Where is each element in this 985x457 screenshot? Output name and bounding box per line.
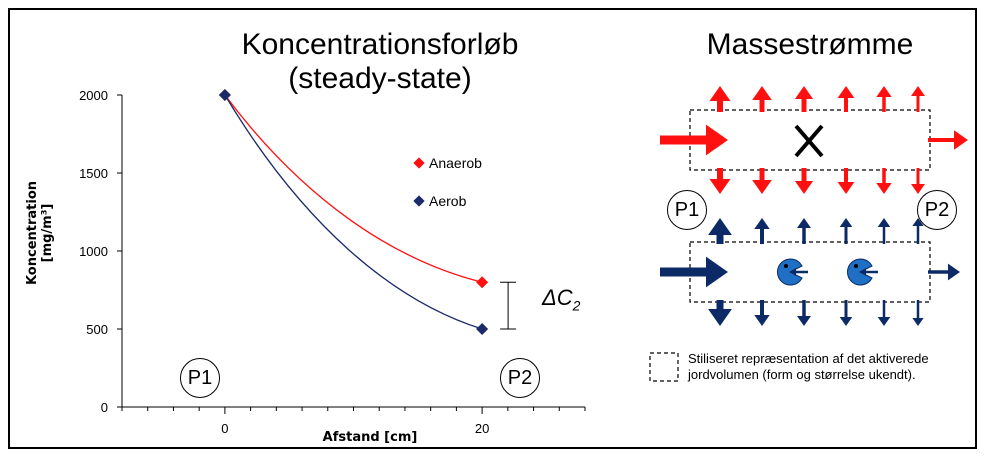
flow-arrow-icon [794,181,814,194]
flow-arrow-icon [876,86,892,97]
flow-arrow-icon [708,218,732,235]
flow-arrows [660,86,968,326]
y-tick-label: 1000 [79,244,108,259]
flow-arrow-icon [752,180,772,194]
flow-arrow-icon [797,218,811,228]
no-degradation-x-icon [794,124,824,158]
volume-note: Stiliseret repræsentation af det aktiver… [688,351,929,382]
flow-arrow-icon [709,86,731,101]
mass-flow-title: Massestrømme [706,28,914,61]
flow-arrow-icon [709,179,731,194]
delta-c-subscript: 2 [572,297,581,314]
bacteria-icon [846,258,878,286]
bacteria-icon [776,258,808,286]
flow-arrow-icon [754,315,770,326]
flow-arrow-icon [706,124,728,156]
series-line-aerob [224,94,483,330]
mass-flow-diagram [649,86,968,382]
flow-arrow-icon [797,316,811,326]
chart-axes: 0 500 1000 1500 2000 0 20 [79,88,586,436]
chart-title-line1: Koncentrationsforløb [241,28,519,61]
chart-title: Koncentrationsforløb (steady-state) [190,28,570,96]
flow-arrow-icon [876,183,892,194]
legend: Anaerob Aerob [413,153,482,211]
flow-arrow-icon [912,218,924,226]
x-axis-label: Afstand [cm] [322,430,418,445]
chart-series [218,89,489,335]
legend-label-aerob: Aerob [429,193,467,209]
chart-p2-label: P2 [500,358,540,398]
data-point-aerob [476,323,489,335]
flow-arrow-icon [754,218,770,229]
y-tick-label: 1500 [79,166,108,181]
delta-c-text: ΔC [542,285,573,310]
flow-p2-label: P2 [917,190,957,230]
data-point-anaerob [476,276,489,289]
flow-arrow-icon [877,218,891,227]
flow-arrow-icon [948,263,960,281]
y-tick-label: 0 [101,400,108,415]
x-tick-label: 0 [221,421,228,436]
chart-p1-label: P1 [180,358,220,398]
delta-c2-label: ΔC2 [542,285,580,313]
chart-title-line2: (steady-state) [288,62,472,95]
flow-arrow-icon [752,86,772,100]
y-tick-label: 500 [86,322,108,337]
flow-arrow-icon [794,86,814,99]
flow-arrow-icon [706,256,728,288]
flow-arrow-icon [911,184,925,194]
note-dashed-box-icon [649,352,679,382]
flow-arrow-icon [839,218,853,227]
flow-arrow-icon [837,182,855,194]
legend-label-anaerob: Anaerob [429,155,482,171]
flow-arrow-icon [839,317,853,326]
flow-arrow-icon [911,86,925,96]
series-line-anaerob [224,94,483,283]
legend-item-anaerob: Anaerob [413,153,482,173]
flow-arrow-icon [912,318,924,326]
y-tick-label: 2000 [79,88,108,103]
figure-frame: Koncentrationsforløb (steady-state) 0 500… [8,8,977,449]
flow-arrow-icon [954,130,968,150]
flow-arrow-icon [708,309,732,326]
data-point-aerob [218,89,231,101]
x-tick-label: 20 [475,421,489,436]
flow-p1-label: P1 [667,190,707,230]
flow-arrow-icon [877,317,891,326]
flow-arrow-icon [837,86,855,98]
delta-bracket [500,281,517,330]
concentration-chart: 0 500 1000 1500 2000 0 20 [79,88,586,436]
legend-item-aerob: Aerob [413,191,482,211]
